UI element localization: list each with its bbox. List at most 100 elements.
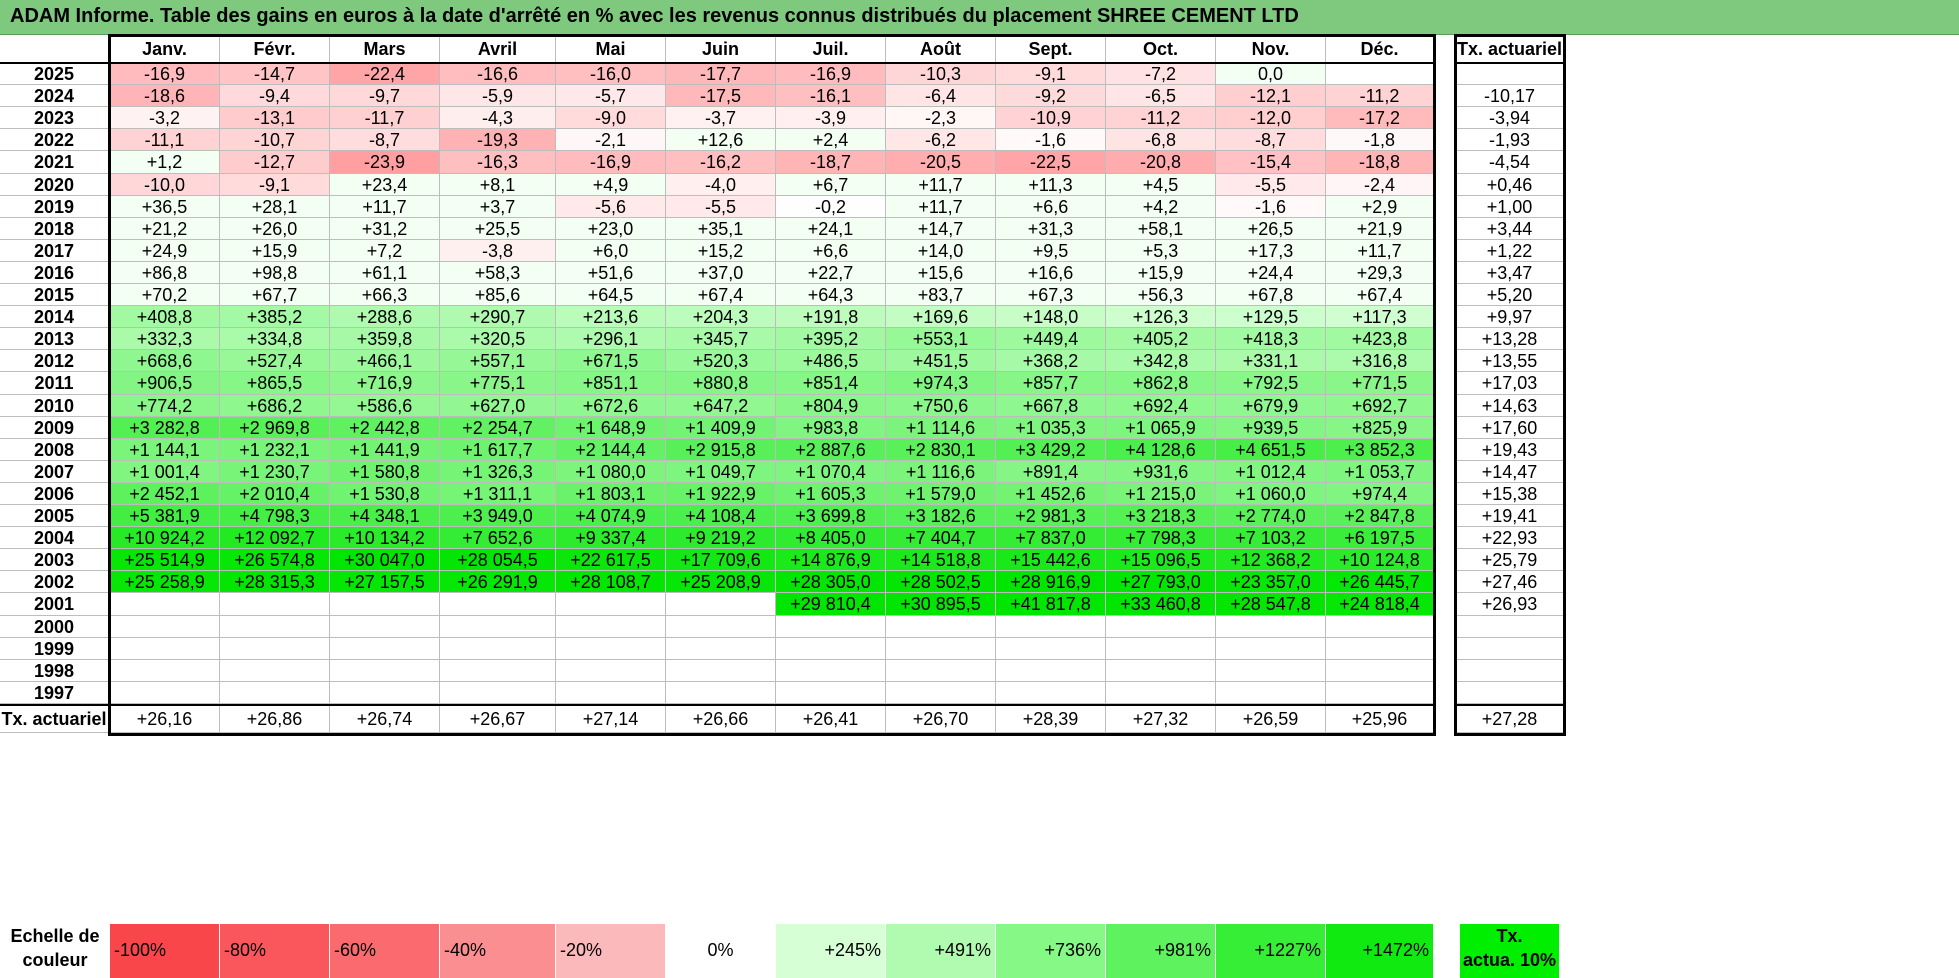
- table-cell: -16,0: [556, 63, 666, 85]
- table-cell: [556, 616, 666, 638]
- table-cell: +28 916,9: [996, 571, 1106, 593]
- table-cell: +35,1: [666, 218, 776, 240]
- table-cell: +23,0: [556, 218, 666, 240]
- table-cell: +1 080,0: [556, 461, 666, 483]
- table-cell: +296,1: [556, 328, 666, 350]
- table-cell: +15 096,5: [1106, 549, 1216, 571]
- table-cell: [440, 593, 556, 616]
- table-cell: +771,5: [1326, 372, 1434, 395]
- table-cell: [776, 616, 886, 638]
- table-cell: +29,3: [1326, 262, 1434, 284]
- table-cell: [1106, 660, 1216, 682]
- table-cell: -6,2: [886, 129, 996, 151]
- table-cell: +6,0: [556, 240, 666, 262]
- table-cell: +37,0: [666, 262, 776, 284]
- table-cell: [1326, 638, 1434, 660]
- scale-step: +981%: [1106, 924, 1216, 978]
- table-cell: -16,1: [776, 85, 886, 107]
- rate-cell: -3,94: [1456, 107, 1564, 129]
- table-cell: +342,8: [1106, 350, 1216, 372]
- table-cell: +15,9: [1106, 262, 1216, 284]
- table-cell: +2 010,4: [220, 483, 330, 505]
- table-cell: +24 818,4: [1326, 593, 1434, 616]
- month-header: Sept.: [996, 36, 1106, 63]
- table-cell: +862,8: [1106, 372, 1216, 395]
- table-cell: -7,2: [1106, 63, 1216, 85]
- scale-step: +1472%: [1326, 924, 1434, 978]
- table-cell: +451,5: [886, 350, 996, 372]
- year-label: 2011: [0, 372, 110, 395]
- table-cell: +408,8: [110, 306, 220, 328]
- table-cell: +31,3: [996, 218, 1106, 240]
- rate-badge: Tx. actua. 10%: [1460, 924, 1559, 978]
- table-cell: +25 514,9: [110, 549, 220, 571]
- table-cell: +668,6: [110, 350, 220, 372]
- table-cell: +12,6: [666, 129, 776, 151]
- table-cell: +3 218,3: [1106, 505, 1216, 527]
- table-cell: +7 798,3: [1106, 527, 1216, 549]
- table-cell: +331,1: [1216, 350, 1326, 372]
- table-cell: +9 337,4: [556, 527, 666, 549]
- year-label: 2025: [0, 63, 110, 85]
- header-divider-rate: [1454, 62, 1566, 64]
- year-label: 2004: [0, 527, 110, 549]
- table-cell: [996, 660, 1106, 682]
- table-cell: +67,8: [1216, 284, 1326, 306]
- year-label: 2013: [0, 328, 110, 350]
- table-cell: +15 442,6: [996, 549, 1106, 571]
- table-cell: +5 381,9: [110, 505, 220, 527]
- scale-label: Echelle de couleur: [0, 924, 110, 972]
- year-label: 2014: [0, 306, 110, 328]
- table-cell: [666, 660, 776, 682]
- table-cell: [666, 682, 776, 704]
- table-cell: +1 922,9: [666, 483, 776, 505]
- table-cell: -12,0: [1216, 107, 1326, 129]
- table-cell: [886, 660, 996, 682]
- header-divider: [0, 62, 1436, 64]
- scale-step: -100%: [110, 924, 220, 978]
- table-cell: +26,0: [220, 218, 330, 240]
- table-cell: [996, 638, 1106, 660]
- table-cell: +974,3: [886, 372, 996, 395]
- scale-step: -40%: [440, 924, 556, 978]
- table-cell: -10,7: [220, 129, 330, 151]
- table-cell: -3,7: [666, 107, 776, 129]
- table-cell: +10 124,8: [1326, 549, 1434, 571]
- table-cell: +1 001,4: [110, 461, 220, 483]
- footer-cell: +26,16: [110, 705, 220, 733]
- table-cell: +983,8: [776, 417, 886, 439]
- table-cell: -3,2: [110, 107, 220, 129]
- table-cell: -5,7: [556, 85, 666, 107]
- table-cell: +2 774,0: [1216, 505, 1326, 527]
- table-cell: 0,0: [1216, 63, 1326, 85]
- table-cell: +1 530,8: [330, 483, 440, 505]
- rate-cell: +3,44: [1456, 218, 1564, 240]
- table-cell: +586,6: [330, 395, 440, 417]
- table-cell: [1326, 682, 1434, 704]
- year-label: 2002: [0, 571, 110, 593]
- table-cell: +4,2: [1106, 196, 1216, 218]
- table-cell: [1106, 682, 1216, 704]
- rate-cell: +13,28: [1456, 328, 1564, 350]
- table-cell: +557,1: [440, 350, 556, 372]
- table-cell: -20,8: [1106, 151, 1216, 174]
- table-cell: +28 305,0: [776, 571, 886, 593]
- rate-cell: +17,03: [1456, 372, 1564, 395]
- footer-cell: +26,86: [220, 705, 330, 733]
- table-cell: +1 648,9: [556, 417, 666, 439]
- table-cell: +320,5: [440, 328, 556, 350]
- table-cell: +30 895,5: [886, 593, 996, 616]
- table-cell: +23 357,0: [1216, 571, 1326, 593]
- table-cell: +126,3: [1106, 306, 1216, 328]
- table-cell: [330, 682, 440, 704]
- year-label: 2008: [0, 439, 110, 461]
- table-cell: +31,2: [330, 218, 440, 240]
- table-cell: [1216, 638, 1326, 660]
- month-header: Avril: [440, 36, 556, 63]
- footer-cell: +26,66: [666, 705, 776, 733]
- table-cell: +2 847,8: [1326, 505, 1434, 527]
- scale-step: +1227%: [1216, 924, 1326, 978]
- table-cell: +27 157,5: [330, 571, 440, 593]
- table-cell: +17 709,6: [666, 549, 776, 571]
- table-cell: [440, 616, 556, 638]
